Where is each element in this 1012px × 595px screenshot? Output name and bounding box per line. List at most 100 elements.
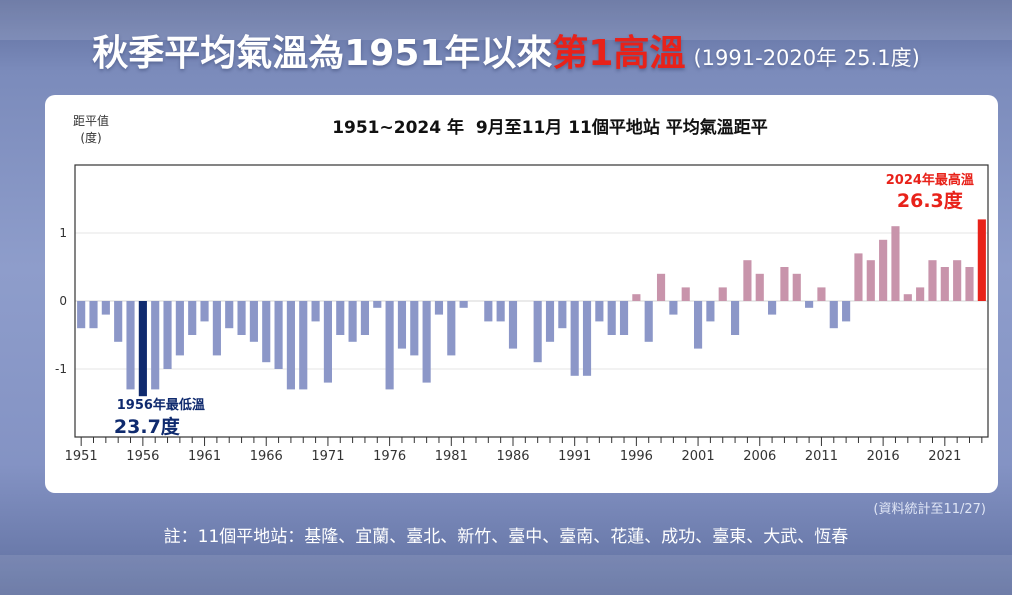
- bar-1984: [484, 301, 493, 322]
- bar-1982: [459, 301, 468, 308]
- bar-1997: [644, 301, 653, 342]
- bar-1953: [101, 301, 110, 315]
- x-tick-label: 1981: [435, 449, 468, 464]
- y-tick-label: 1: [59, 226, 67, 240]
- bar-1959: [175, 301, 184, 356]
- bar-1968: [286, 301, 295, 390]
- x-tick-label: 1986: [496, 449, 529, 464]
- y-tick-label: -1: [55, 362, 67, 376]
- x-tick-label: 1976: [373, 449, 406, 464]
- bar-1988: [533, 301, 542, 363]
- page-title: 秋季平均氣溫為1951年以來第1高溫 (1991-2020年 25.1度): [0, 30, 1012, 82]
- bar-1961: [200, 301, 209, 322]
- bar-1954: [114, 301, 123, 342]
- title-highlight: 第1高溫: [552, 33, 686, 74]
- bar-1992: [582, 301, 592, 376]
- x-tick-label: 1966: [250, 449, 283, 464]
- bar-2007: [768, 301, 777, 315]
- bar-1967: [274, 301, 283, 369]
- top-band: [0, 0, 1012, 40]
- bar-2016: [879, 239, 888, 301]
- x-tick-label: 2006: [743, 449, 776, 464]
- bar-2018: [903, 294, 912, 301]
- bar-1966: [262, 301, 271, 363]
- x-tick-label: 1991: [558, 449, 591, 464]
- bar-1969: [299, 301, 308, 390]
- bar-1971: [323, 301, 332, 383]
- plot-frame: [74, 164, 989, 438]
- bar-1986: [508, 301, 518, 349]
- bar-2024: [977, 219, 986, 301]
- bar-1993: [595, 301, 604, 322]
- bar-2004: [731, 301, 740, 335]
- bar-1975: [373, 301, 382, 308]
- bar-1976: [385, 301, 394, 390]
- bar-1973: [348, 301, 357, 342]
- bar-1951: [77, 301, 86, 329]
- bar-2006: [755, 273, 764, 301]
- bar-2014: [854, 253, 863, 301]
- record-low-value: 23.7度: [114, 415, 181, 438]
- title-baseline-note: (1991-2020年 25.1度): [693, 46, 920, 70]
- x-tick-label: 2016: [867, 449, 900, 464]
- bar-2001: [693, 301, 703, 349]
- bar-1994: [607, 301, 616, 335]
- bar-2002: [706, 301, 715, 322]
- bar-1999: [669, 301, 678, 315]
- bar-1957: [151, 301, 160, 390]
- y-tick-label: 0: [59, 294, 67, 308]
- x-tick-label: 1956: [126, 449, 159, 464]
- x-tick-label: 2021: [928, 449, 961, 464]
- x-tick-label: 1961: [188, 449, 221, 464]
- plot-area: 1 0 -1 1951 1956 1961 1966 1971 1976 1981 1986 1991…: [55, 164, 989, 464]
- bar-2013: [842, 301, 851, 322]
- y-axis-label: 距平值: [73, 113, 109, 128]
- bar-2010: [805, 301, 814, 308]
- bar-2020: [928, 260, 937, 301]
- bar-2000: [681, 287, 690, 301]
- bar-1989: [545, 301, 555, 342]
- bar-1995: [619, 301, 629, 335]
- bar-1963: [225, 301, 234, 329]
- chart-title: 1951~2024 年 9月至11月 11個平地站 平均氣溫距平: [332, 117, 768, 138]
- bar-1980: [434, 301, 444, 315]
- bar-2009: [792, 273, 801, 301]
- bottom-band: [0, 555, 1012, 595]
- x-tick-label: 2011: [805, 449, 838, 464]
- bar-1991: [570, 301, 579, 376]
- bar-1960: [188, 301, 197, 335]
- bar-1958: [163, 301, 172, 369]
- chart-card: 距平值 (度) 1951~2024 年 9月至11月 11個平地站 平均氣溫距平…: [45, 95, 998, 493]
- x-tick-label: 1951: [65, 449, 98, 464]
- bar-2021: [940, 267, 949, 301]
- bar-1972: [336, 301, 345, 335]
- data-cutoff-note: (資料統計至11/27): [873, 502, 986, 517]
- bar-1962: [212, 301, 221, 356]
- bar-2023: [965, 267, 974, 301]
- bar-1978: [410, 301, 419, 356]
- x-tick-label: 2001: [682, 449, 715, 464]
- record-high-value: 26.3度: [897, 189, 964, 212]
- x-tick-label: 1996: [620, 449, 653, 464]
- bar-1979: [422, 301, 431, 383]
- bar-1985: [496, 301, 505, 322]
- bar-2019: [916, 287, 925, 301]
- bar-1965: [249, 301, 258, 342]
- bar-2012: [829, 301, 838, 329]
- anomaly-bar-chart: 距平值 (度) 1951~2024 年 9月至11月 11個平地站 平均氣溫距平…: [55, 113, 989, 464]
- bar-2015: [866, 260, 875, 301]
- bar-2008: [780, 267, 789, 301]
- record-high-label: 2024年最高溫: [886, 172, 974, 188]
- bar-1977: [397, 301, 407, 349]
- bar-1974: [360, 301, 370, 335]
- bar-1952: [89, 301, 98, 329]
- bar-1996: [632, 294, 641, 301]
- station-footnote: 註：11個平地站：基隆、宜蘭、臺北、新竹、臺中、臺南、花蓮、成功、臺東、大武、恆…: [163, 527, 849, 547]
- x-tick-label: 1971: [311, 449, 344, 464]
- bar-1981: [447, 301, 456, 356]
- bar-1990: [558, 301, 567, 329]
- bar-2017: [891, 226, 900, 301]
- record-low-label: 1956年最低溫: [117, 397, 205, 413]
- bar-1956: [138, 301, 147, 397]
- title-main: 秋季平均氣溫為1951年以來: [92, 33, 553, 74]
